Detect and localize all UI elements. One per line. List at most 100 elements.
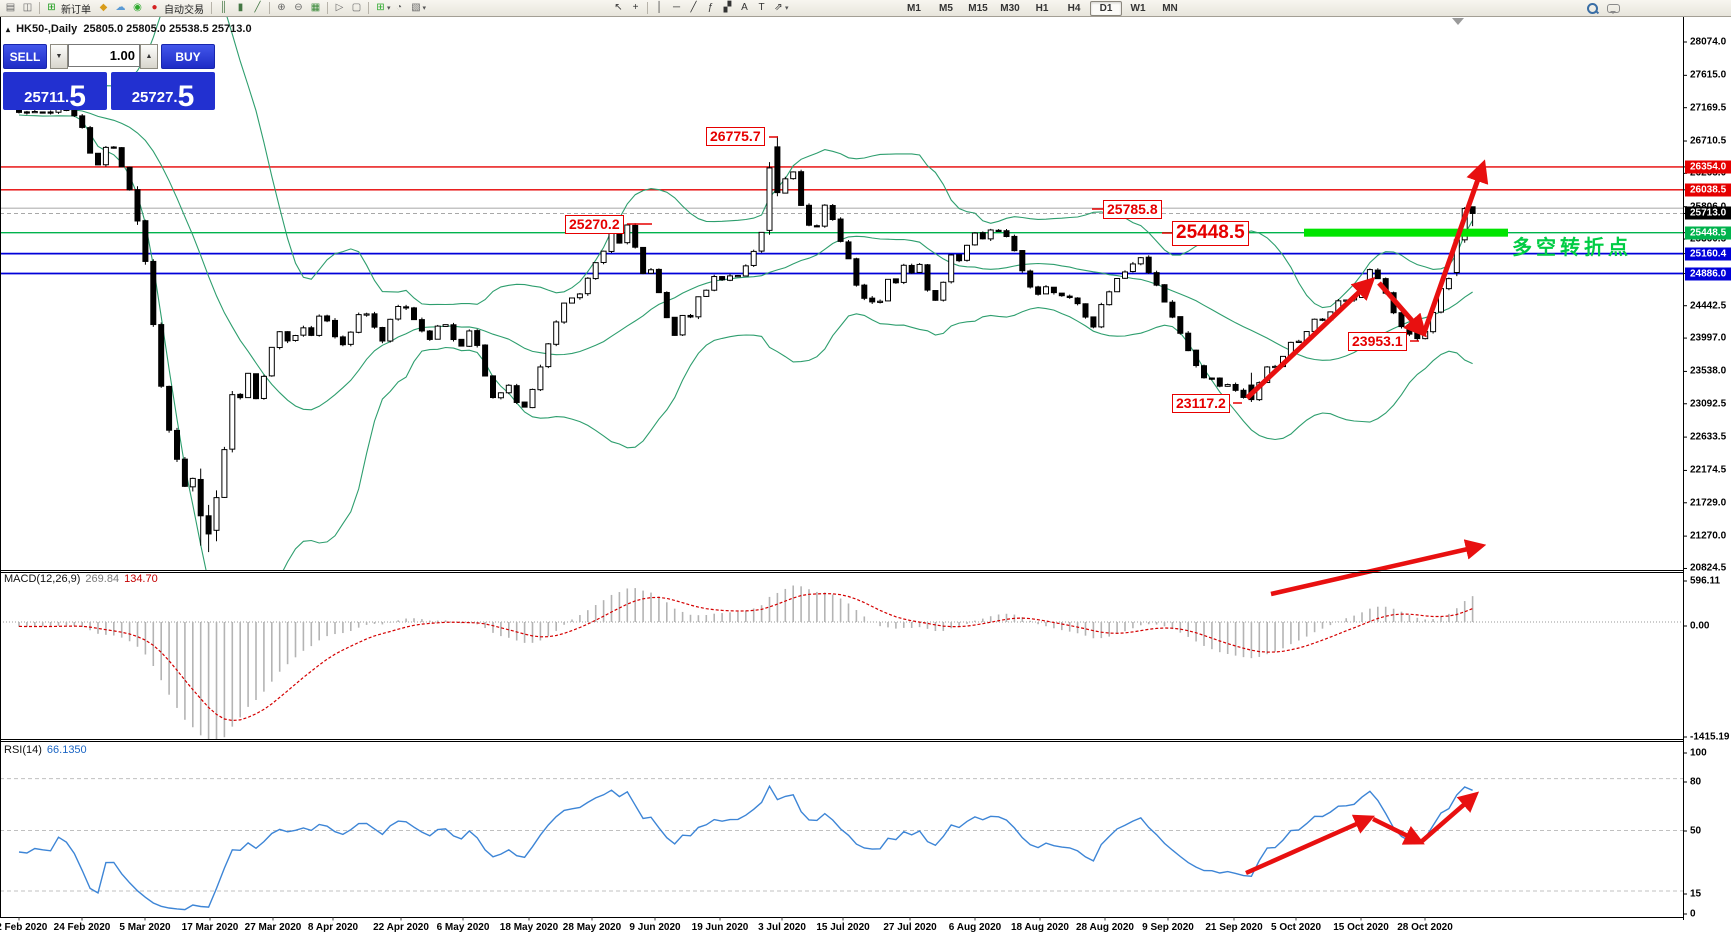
price-tick-label: 24442.5 <box>1690 300 1727 312</box>
trendline-icon[interactable]: ╱ <box>690 2 697 13</box>
timeframe-m30[interactable]: M30 <box>1000 2 1020 14</box>
date-tick-label: 22 Apr 2020 <box>373 922 429 933</box>
market-icon[interactable]: ◆ <box>99 2 108 13</box>
macd-label: MACD(12,26,9) 269.84 134.70 <box>4 573 158 585</box>
date-tick-label: 8 Apr 2020 <box>307 922 359 933</box>
date-tick-label: 18 Aug 2020 <box>1011 922 1069 933</box>
date-tick-label: 27 Mar 2020 <box>244 922 302 933</box>
date-tick-label: 18 May 2020 <box>499 922 559 933</box>
date-tick-label: 3 Jul 2020 <box>758 922 806 933</box>
buy-price-big-digit: 5 <box>177 79 195 113</box>
trend-arrows-main[interactable] <box>1245 159 1489 400</box>
autotrading-icon[interactable]: ● <box>151 2 158 13</box>
new-order-label[interactable]: 新订单 <box>61 4 91 16</box>
rsi-value: 66.1350 <box>46 744 87 756</box>
buy-button[interactable]: BUY <box>161 44 215 69</box>
price-badge: 24886.0 <box>1685 267 1731 281</box>
channel-icon[interactable]: ▞ <box>723 2 732 13</box>
macd-signal-line <box>18 592 1473 722</box>
price-annotation-label[interactable]: 25448.5 <box>1172 221 1249 246</box>
sell-button[interactable]: SELL <box>3 44 47 69</box>
price-badge: 26354.0 <box>1685 160 1731 174</box>
macd-signal-value: 134.70 <box>124 573 158 585</box>
rsi-line <box>18 784 1473 911</box>
vertical-line-icon[interactable]: │ <box>656 2 663 13</box>
tile-windows-icon[interactable]: ▦ <box>310 2 321 13</box>
macd-axis-label: -1415.19 <box>1690 731 1730 743</box>
text-label-icon[interactable]: T <box>758 2 765 13</box>
price-annotation-label[interactable]: 25270.2 <box>565 215 624 234</box>
arrows-icon-dropdown[interactable]: ▾ <box>785 5 789 12</box>
rsi-axis-label: 15 <box>1690 888 1702 900</box>
date-axis[interactable]: 12 Feb 2020 24 Feb 2020 5 Mar 2020 17 Mar 2… <box>0 917 1683 939</box>
buy-price-button[interactable]: 25727. 5 <box>111 72 215 113</box>
volume-input[interactable] <box>68 44 140 67</box>
timeframe-w1[interactable]: W1 <box>1130 2 1146 14</box>
sell-price-button[interactable]: 25711. 5 <box>3 72 107 111</box>
templates-icon[interactable]: ▧ <box>411 2 421 13</box>
timeframe-h4[interactable]: H4 <box>1067 2 1081 14</box>
toolbar-separator <box>327 2 328 14</box>
crosshair-icon[interactable]: + <box>632 2 639 13</box>
zoom-out-icon[interactable]: ⊖ <box>294 2 303 13</box>
rsi-label: RSI(14) 66.1350 <box>4 744 87 756</box>
signals-icon[interactable]: ◉ <box>133 2 142 13</box>
price-annotation-label[interactable]: 23953.1 <box>1348 332 1407 351</box>
date-tick-label: 5 Mar 2020 <box>119 922 171 933</box>
green-zone-highlight[interactable] <box>1304 228 1508 237</box>
toolbar-timeframes-group: M1 M5 M15 M30 H1 H4 D1 W1 MN <box>898 0 1186 16</box>
price-tick-label: 21729.0 <box>1690 497 1727 509</box>
price-annotation-label[interactable]: 23117.2 <box>1172 394 1230 413</box>
timeframe-h1[interactable]: H1 <box>1035 2 1049 14</box>
price-badge: 25160.4 <box>1685 247 1731 261</box>
volume-increase-button[interactable]: ▲ <box>140 44 158 69</box>
cursor-icon[interactable]: ↖ <box>614 2 623 13</box>
volume-decrease-button[interactable]: ▼ <box>50 44 68 69</box>
line-chart-icon[interactable]: ╱ <box>254 2 261 13</box>
timeframe-mn[interactable]: MN <box>1162 2 1178 14</box>
macd-histogram <box>18 585 1474 740</box>
templates-icon-dropdown[interactable]: ▾ <box>422 5 427 12</box>
strategy-tester-icon[interactable]: ▷ <box>335 2 344 13</box>
new-chart-icon-dropdown[interactable]: ▾ <box>387 5 391 12</box>
date-tick-label: 15 Jul 2020 <box>816 922 870 933</box>
profiles-icon[interactable]: ◫ <box>22 2 33 13</box>
arrows-icon[interactable]: ⇗ <box>774 2 783 13</box>
macd-axis-label: 0.00 <box>1690 620 1710 632</box>
chat-icon[interactable] <box>1607 2 1620 15</box>
candle-chart-icon[interactable]: ▮ <box>237 2 244 13</box>
zoom-in-icon[interactable]: ⊕ <box>277 2 286 13</box>
price-tick-label: 22174.5 <box>1690 464 1727 476</box>
chart-shift-marker[interactable] <box>1452 18 1464 25</box>
alarm-icon[interactable]: ◔ <box>395 2 403 13</box>
price-annotation-label[interactable]: 25785.8 <box>1103 200 1162 219</box>
date-tick-label: 28 May 2020 <box>562 922 622 933</box>
bull-bear-turning-point-note[interactable]: 多空转折点 <box>1512 237 1632 259</box>
autotrading-label[interactable]: 自动交易 <box>164 4 204 16</box>
trend-arrows-rsi[interactable] <box>1245 791 1480 876</box>
price-annotation-label[interactable]: 26775.7 <box>706 127 765 146</box>
new-chart-icon[interactable]: ⊞ <box>376 2 385 13</box>
horizontal-line-icon[interactable]: ─ <box>672 2 681 13</box>
timeframe-m15[interactable]: M15 <box>968 2 988 14</box>
timeframe-m1[interactable]: M1 <box>907 2 921 14</box>
fibonacci-icon[interactable]: ƒ <box>707 2 714 13</box>
timeframe-m5[interactable]: M5 <box>939 2 953 14</box>
cloud-icon[interactable]: ☁ <box>115 2 126 13</box>
price-axis[interactable]: 28074.027615.027169.526710.526265.025806… <box>1684 16 1731 920</box>
date-tick-label: 27 Jul 2020 <box>883 922 937 933</box>
toolbar-separator <box>39 2 40 14</box>
rsi-layer <box>0 778 1683 911</box>
new-order-icon[interactable]: ⊞ <box>47 2 56 13</box>
search-icon[interactable] <box>1586 2 1600 15</box>
chart-window-icon[interactable]: ▤ <box>5 2 16 13</box>
price-badge: 25713.0 <box>1685 206 1731 220</box>
timeframe-d1[interactable]: D1 <box>1090 0 1122 16</box>
toolbar-separator <box>368 2 369 14</box>
bar-chart-icon[interactable]: ║ <box>219 2 228 13</box>
data-window-icon[interactable]: ▢ <box>351 2 362 13</box>
rsi-axis-label: 50 <box>1690 825 1702 837</box>
text-icon[interactable]: A <box>741 2 748 13</box>
